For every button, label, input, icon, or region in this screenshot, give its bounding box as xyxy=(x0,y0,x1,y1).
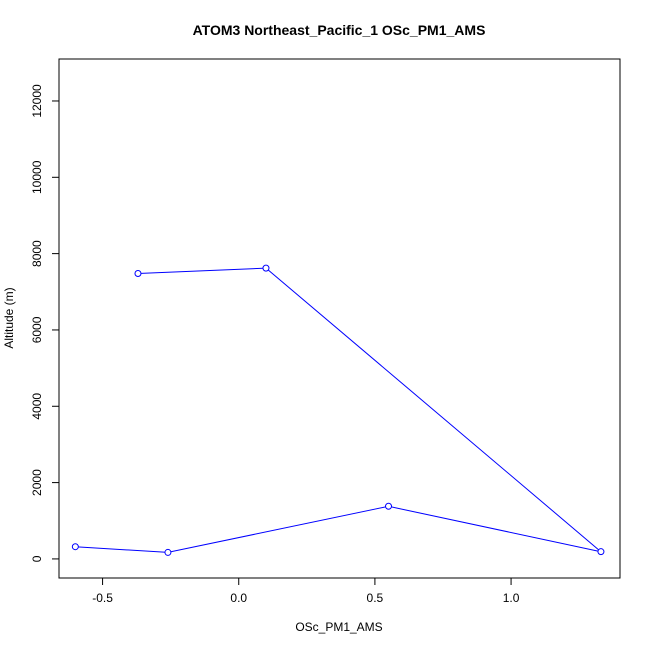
data-point xyxy=(71,543,79,551)
series-layer xyxy=(71,264,605,556)
data-point xyxy=(597,548,605,556)
y-tick-label: 6000 xyxy=(30,316,44,343)
data-point xyxy=(164,548,172,556)
data-point xyxy=(262,264,270,272)
plot-box xyxy=(58,58,621,579)
y-axis-label: Altitude (m) xyxy=(2,287,16,348)
x-tick-label: -0.5 xyxy=(92,591,113,605)
series-line xyxy=(75,267,602,553)
y-tick-label: 8000 xyxy=(30,240,44,267)
x-tick-label: 1.0 xyxy=(503,591,520,605)
x-tick-label: 0.5 xyxy=(367,591,384,605)
chart-title: ATOM3 Northeast_Pacific_1 OSc_PM1_AMS xyxy=(193,22,486,38)
y-tick-label: 12000 xyxy=(30,84,44,118)
data-point xyxy=(134,269,142,277)
y-axis: 0 2000 4000 6000 8000 10000 12000 xyxy=(30,84,59,562)
y-tick-label: 4000 xyxy=(30,393,44,420)
x-axis: -0.5 0.0 0.5 1.0 xyxy=(92,578,520,605)
x-tick-label: 0.0 xyxy=(230,591,247,605)
x-axis-label: OSc_PM1_AMS xyxy=(295,620,382,634)
data-point xyxy=(385,502,393,510)
y-tick-label: 10000 xyxy=(30,160,44,194)
y-tick-label: 0 xyxy=(30,555,44,562)
y-tick-label: 2000 xyxy=(30,469,44,496)
